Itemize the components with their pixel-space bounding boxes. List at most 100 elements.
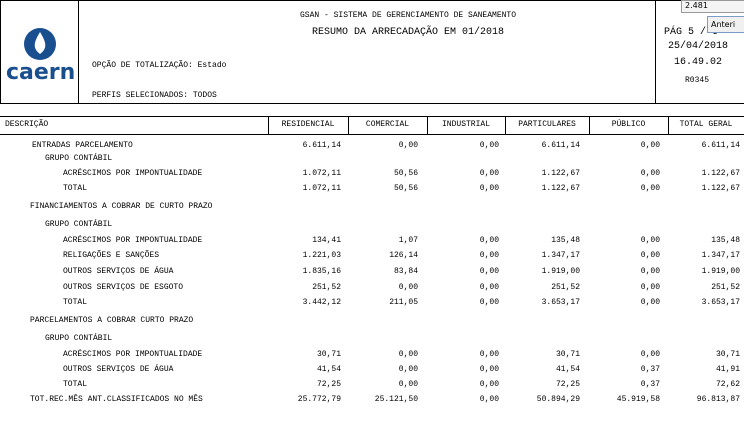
cell-value: 3.653,17 <box>541 298 580 307</box>
cell-value: 41,91 <box>715 365 740 374</box>
cell-value: 0,00 <box>479 350 499 359</box>
cell-value: 1.919,00 <box>701 267 740 276</box>
cell-value: 30,71 <box>715 350 740 359</box>
row-label: ACRÉSCIMOS POR IMPONTUALIDADE <box>63 350 203 359</box>
border <box>655 0 656 104</box>
cell-value: 72,25 <box>555 380 580 389</box>
previous-button[interactable]: Anteri <box>707 16 744 33</box>
border <box>0 0 1 104</box>
column-header: RESIDENCIAL <box>281 120 335 129</box>
row-label: PARCELAMENTOS A COBRAR CURTO PRAZO <box>30 316 194 325</box>
cell-value: 1.122,67 <box>701 184 740 193</box>
cell-value: 0,00 <box>479 141 499 150</box>
cell-value: 41,54 <box>316 365 341 374</box>
column-header: COMERCIAL <box>365 120 410 129</box>
cell-value: 30,71 <box>316 350 341 359</box>
date: 25/04/2018 <box>668 41 729 52</box>
cell-value: 0,00 <box>479 380 499 389</box>
cell-value: 41,54 <box>555 365 580 374</box>
cell-value: 135,48 <box>711 236 740 245</box>
system-name: GSAN - SISTEMA DE GERENCIAMENTO DE SANEA… <box>300 11 517 20</box>
cell-value: 0,00 <box>398 283 418 292</box>
cell-value: 25.121,50 <box>374 395 418 404</box>
column-divider <box>348 117 349 134</box>
row-label: GRUPO CONTÁBIL <box>45 154 113 163</box>
column-divider <box>505 117 506 134</box>
row-label: OUTROS SERVIÇOS DE ÁGUA <box>63 267 174 276</box>
row-label: TOTAL <box>63 298 88 307</box>
cell-value: 0,00 <box>479 298 499 307</box>
cell-value: 83,84 <box>393 267 418 276</box>
cell-value: 251,52 <box>551 283 580 292</box>
cell-value: 1.122,67 <box>541 169 580 178</box>
cell-value: 72,62 <box>715 380 740 389</box>
cell-value: 0,00 <box>398 141 418 150</box>
row-label: TOTAL <box>63 380 88 389</box>
cell-value: 0,00 <box>479 365 499 374</box>
cell-value: 1.122,67 <box>541 184 580 193</box>
column-divider <box>427 117 428 134</box>
page-number: PÁG 5 / 6 <box>664 27 719 38</box>
cell-value: 0,00 <box>640 251 660 260</box>
cell-value: 1.072,11 <box>302 184 341 193</box>
cell-value: 1.072,11 <box>302 169 341 178</box>
cell-value: 50,56 <box>393 169 418 178</box>
cell-value: 0,00 <box>640 350 660 359</box>
cell-value: 6.611,14 <box>302 141 341 150</box>
cell-value: 25.772,79 <box>297 395 341 404</box>
logo-icon <box>24 28 56 60</box>
cell-value: 1.835,16 <box>302 267 341 276</box>
column-header: DESCRIÇÃO <box>5 120 49 129</box>
cell-value: 0,00 <box>640 298 660 307</box>
column-header: TOTAL GERAL <box>679 120 733 129</box>
report-code: R0345 <box>685 76 710 85</box>
cell-value: 251,52 <box>711 283 740 292</box>
cell-value: 0,00 <box>640 141 660 150</box>
border <box>0 116 744 117</box>
cell-value: 0,37 <box>640 365 660 374</box>
cell-value: 6.611,14 <box>541 141 580 150</box>
cell-value: 1,07 <box>398 236 418 245</box>
row-label: OUTROS SERVIÇOS DE ESGOTO <box>63 283 184 292</box>
cell-value: 1.221,03 <box>302 251 341 260</box>
cell-value: 0,00 <box>479 169 499 178</box>
row-label: TOT.REC.MÊS ANT.CLASSIFICADOS NO MÊS <box>30 395 203 404</box>
cell-value: 0,00 <box>479 236 499 245</box>
column-divider <box>668 117 669 134</box>
row-label: RELIGAÇÕES E SANÇÕES <box>63 251 160 260</box>
row-label: ENTRADAS PARCELAMENTO <box>32 141 133 150</box>
row-label: ACRÉSCIMOS POR IMPONTUALIDADE <box>63 236 203 245</box>
row-label: GRUPO CONTÁBIL <box>45 334 113 343</box>
border <box>78 0 79 104</box>
cell-value: 0,00 <box>479 283 499 292</box>
cell-value: 134,41 <box>312 236 341 245</box>
row-label: FINANCIAMENTOS A COBRAR DE CURTO PRAZO <box>30 202 213 211</box>
cell-value: 0,00 <box>479 267 499 276</box>
cell-value: 96.813,87 <box>696 395 740 404</box>
logo-text: caern <box>6 60 76 85</box>
border <box>0 134 744 135</box>
column-header: INDUSTRIAL <box>441 120 490 129</box>
cell-value: 30,71 <box>555 350 580 359</box>
cell-value: 1.122,67 <box>701 169 740 178</box>
row-label: OUTROS SERVIÇOS DE ÁGUA <box>63 365 174 374</box>
cell-value: 1.347,17 <box>701 251 740 260</box>
column-header: PÚBLICO <box>611 120 646 129</box>
cell-value: 50,56 <box>393 184 418 193</box>
cell-value: 0,00 <box>398 350 418 359</box>
cell-value: 1.347,17 <box>541 251 580 260</box>
cell-value: 0,00 <box>479 395 499 404</box>
cell-value: 45.919,58 <box>616 395 660 404</box>
cell-value: 3.653,17 <box>701 298 740 307</box>
cell-value: 0,00 <box>479 251 499 260</box>
row-label: TOTAL <box>63 184 88 193</box>
tooltip: 2.481 <box>681 0 744 13</box>
cell-value: 251,52 <box>312 283 341 292</box>
row-label: ACRÉSCIMOS POR IMPONTUALIDADE <box>63 169 203 178</box>
cell-value: 6.611,14 <box>701 141 740 150</box>
cell-value: 0,00 <box>640 267 660 276</box>
cell-value: 135,48 <box>551 236 580 245</box>
cell-value: 0,00 <box>640 169 660 178</box>
cell-value: 0,00 <box>640 184 660 193</box>
